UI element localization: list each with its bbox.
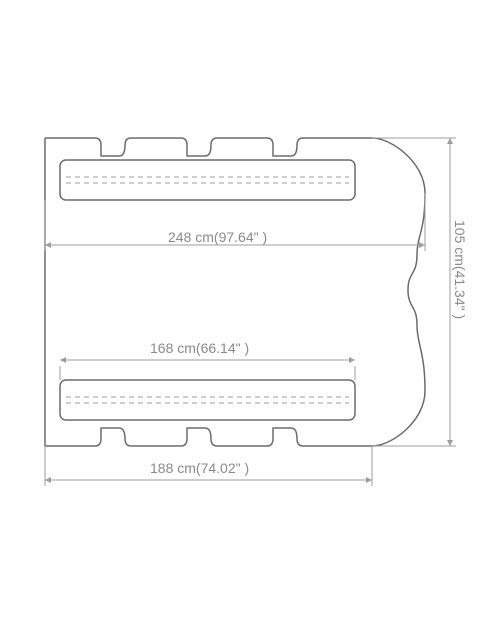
technical-drawing: { "diagram": { "type": "technical-line-d… — [0, 0, 500, 641]
dim-label-248: 248 cm(97.64" ) — [168, 229, 267, 245]
dim-label-105: 105 cm(41.34" ) — [452, 220, 468, 319]
drawing-svg — [0, 0, 500, 641]
dim-label-168: 168 cm(66.14" ) — [150, 340, 249, 356]
dim-label-188: 188 cm(74.02" ) — [150, 460, 249, 476]
